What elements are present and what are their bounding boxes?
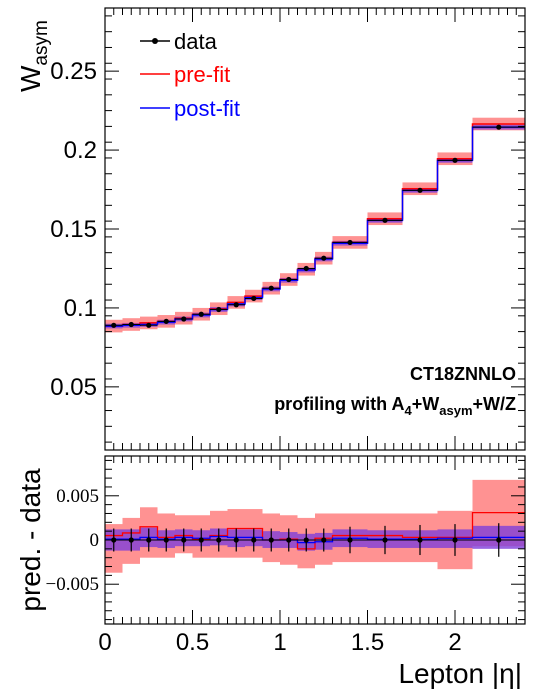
data-point bbox=[286, 276, 292, 283]
data-point bbox=[268, 285, 274, 291]
svg-text:pre-fit: pre-fit bbox=[174, 62, 230, 87]
ratio-data-point bbox=[321, 537, 327, 543]
ratio-data-point bbox=[347, 537, 353, 543]
ratio-data-point bbox=[163, 537, 169, 543]
data-point bbox=[321, 255, 327, 261]
ratio-postfit-step-line bbox=[105, 535, 525, 544]
annotation-line2: profiling with A4+Wasym+W/Z bbox=[274, 394, 516, 418]
data-point bbox=[417, 187, 423, 193]
annotation-line1: CT18ZNNLO bbox=[410, 364, 516, 384]
ratio-xtick-label: 2 bbox=[448, 629, 461, 656]
ratio-data-point bbox=[382, 537, 388, 543]
ratio-frame bbox=[104, 455, 526, 625]
ratio-data-point bbox=[417, 537, 423, 543]
main-ytick-label: 0.25 bbox=[50, 58, 97, 85]
data-point bbox=[382, 217, 388, 223]
data-point bbox=[233, 302, 239, 308]
data-point bbox=[303, 265, 309, 272]
ratio-ylabel: pred. - data bbox=[15, 468, 46, 612]
data-point bbox=[198, 311, 204, 317]
ratio-ytick-label: 0.005 bbox=[56, 486, 99, 507]
ratio-xlabel: Lepton |η| bbox=[398, 658, 522, 689]
data-point bbox=[128, 321, 134, 328]
ratio-data-point bbox=[268, 537, 274, 543]
ratio-data-point bbox=[452, 537, 458, 543]
data-point bbox=[251, 295, 257, 302]
ratio-xtick-label: 0.5 bbox=[176, 629, 209, 656]
main-ytick-label: 0.05 bbox=[50, 374, 97, 401]
ratio-xtick-label: 1.5 bbox=[351, 629, 384, 656]
ratio-data-point bbox=[233, 537, 239, 543]
ratio-data-point bbox=[251, 537, 257, 543]
legend: data pre-fit post-fit bbox=[140, 29, 240, 121]
legend-item-prefit: pre-fit bbox=[140, 62, 230, 87]
ratio-data-point bbox=[496, 537, 502, 543]
data-point bbox=[146, 322, 152, 328]
data-point bbox=[163, 318, 169, 324]
data-point bbox=[111, 322, 117, 328]
data-point bbox=[452, 157, 458, 163]
main-ytick-label: 0.2 bbox=[64, 137, 97, 164]
ratio-data-point bbox=[286, 537, 292, 543]
ratio-xtick-label: 1 bbox=[273, 629, 286, 656]
ratio-data-point bbox=[303, 537, 309, 543]
ratio-ytick-label: 0 bbox=[90, 530, 100, 551]
main-frame bbox=[104, 7, 526, 451]
ratio-prefit-step-line bbox=[105, 511, 525, 550]
ratio-data-point bbox=[181, 537, 187, 543]
ratio-ytick-label: −0.005 bbox=[46, 574, 99, 595]
main-panel: 0.05 0.1 0.15 0.2 0.25 Wasym data pre-fit po… bbox=[15, 7, 526, 451]
main-ylabel: Wasym bbox=[15, 20, 52, 92]
ratio-data-point bbox=[198, 537, 204, 543]
legend-item-data: data bbox=[140, 29, 218, 54]
data-point bbox=[216, 306, 222, 313]
main-ytick-label: 0.1 bbox=[64, 295, 97, 322]
svg-text:post-fit: post-fit bbox=[174, 96, 240, 121]
ratio-data-point bbox=[146, 537, 152, 543]
ratio-xtick-label: 0 bbox=[98, 629, 111, 656]
ratio-data-point bbox=[128, 537, 134, 543]
data-point bbox=[181, 316, 187, 322]
ratio-panel: −0.005 0 0.005 0 0.5 1 1.5 2 pred. - data Lept… bbox=[15, 455, 526, 689]
data-point bbox=[496, 124, 502, 130]
main-ytick-label: 0.15 bbox=[50, 216, 97, 243]
postfit-step-line bbox=[105, 126, 525, 327]
ratio-data-point bbox=[216, 537, 222, 543]
legend-item-postfit: post-fit bbox=[140, 96, 240, 121]
svg-text:data: data bbox=[174, 29, 218, 54]
data-point bbox=[347, 239, 353, 246]
